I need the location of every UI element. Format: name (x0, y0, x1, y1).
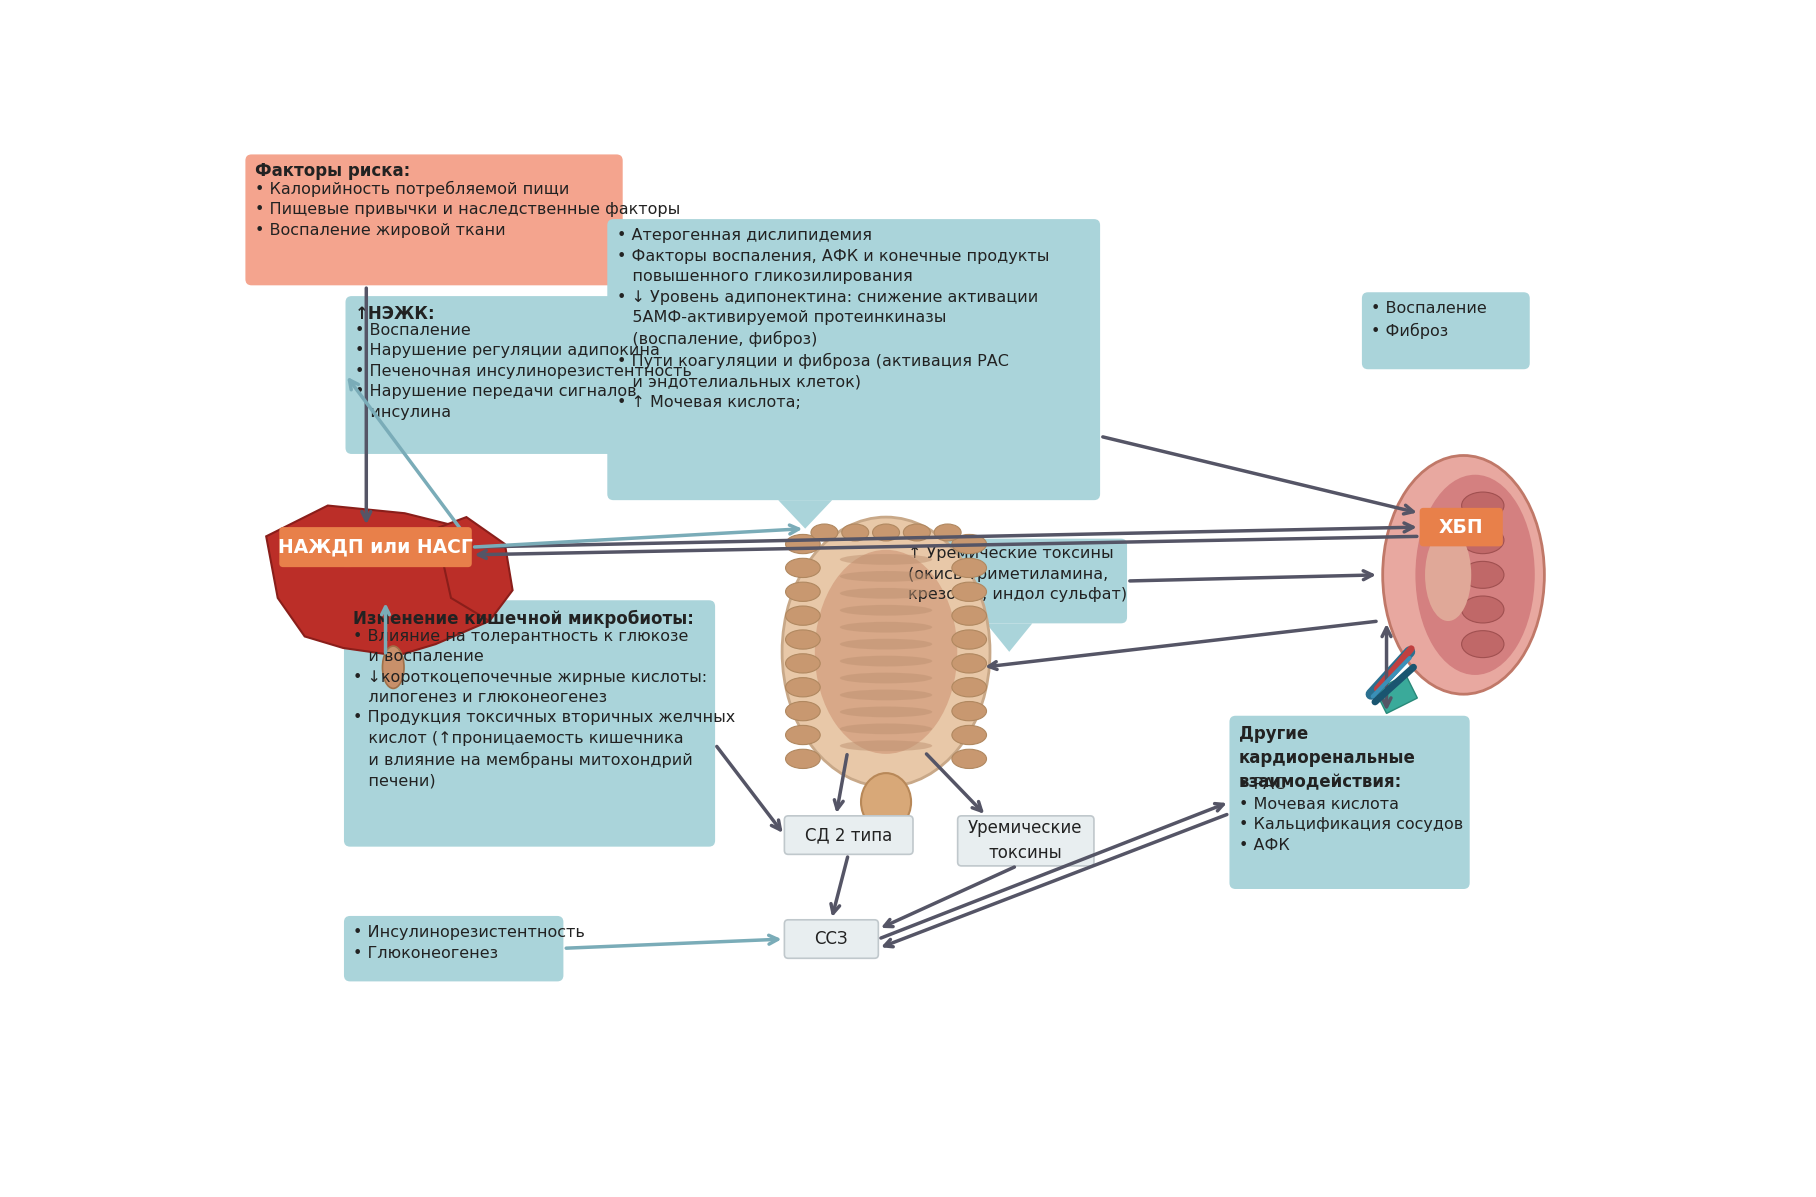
Ellipse shape (839, 554, 932, 565)
Ellipse shape (1462, 561, 1504, 588)
Text: Факторы риска:: Факторы риска: (254, 162, 410, 180)
Ellipse shape (952, 701, 986, 721)
Ellipse shape (1382, 456, 1544, 694)
Ellipse shape (839, 639, 932, 650)
Polygon shape (267, 505, 498, 656)
Ellipse shape (1462, 492, 1504, 519)
Ellipse shape (786, 582, 821, 601)
Text: ХБП: ХБП (1438, 517, 1484, 536)
Text: • Воспаление
• Нарушение регуляции адипокина
• Печеночная инсулинорезистентность: • Воспаление • Нарушение регуляции адипо… (354, 323, 692, 420)
Ellipse shape (839, 656, 932, 667)
FancyBboxPatch shape (280, 527, 472, 567)
FancyBboxPatch shape (343, 600, 716, 846)
FancyBboxPatch shape (957, 816, 1093, 865)
Ellipse shape (786, 725, 821, 745)
FancyBboxPatch shape (607, 219, 1100, 500)
Ellipse shape (1462, 596, 1504, 622)
Ellipse shape (839, 723, 932, 734)
Ellipse shape (1426, 529, 1471, 621)
Text: Уремические
токсины: Уремические токсины (968, 819, 1082, 862)
Text: СД 2 типа: СД 2 типа (804, 826, 892, 844)
Ellipse shape (786, 701, 821, 721)
Polygon shape (1375, 675, 1416, 713)
Ellipse shape (786, 654, 821, 673)
FancyBboxPatch shape (785, 816, 913, 855)
Ellipse shape (839, 741, 932, 752)
Polygon shape (436, 517, 512, 621)
Ellipse shape (1415, 475, 1535, 675)
Ellipse shape (839, 621, 932, 632)
Text: • Калорийность потребляемой пищи
• Пищевые привычки и наследственные факторы
• В: • Калорийность потребляемой пищи • Пищев… (254, 181, 679, 237)
FancyBboxPatch shape (785, 919, 879, 959)
Ellipse shape (786, 558, 821, 577)
Text: ↑НЭЖК:: ↑НЭЖК: (354, 305, 436, 323)
Text: • РАС
• Мочевая кислота
• Кальцификация сосудов
• АФК: • РАС • Мочевая кислота • Кальцификация … (1239, 777, 1464, 852)
FancyBboxPatch shape (343, 916, 563, 982)
Ellipse shape (933, 524, 961, 541)
Text: • Атерогенная дислипидемия
• Факторы воспаления, АФК и конечные продукты
   повы: • Атерогенная дислипидемия • Факторы вос… (617, 229, 1050, 409)
Ellipse shape (1462, 527, 1504, 554)
Ellipse shape (839, 571, 932, 582)
Text: ↑ Уремические токсины
(окись триметиламина,
крезол п, индол сульфат): ↑ Уремические токсины (окись триметилами… (908, 546, 1126, 602)
Text: ССЗ: ССЗ (815, 930, 848, 948)
Text: • Влияние на толерантность к глюкозе
   и воспаление
• ↓короткоцепочечные жирные: • Влияние на толерантность к глюкозе и в… (352, 628, 735, 788)
Ellipse shape (839, 673, 932, 683)
Ellipse shape (952, 558, 986, 577)
Ellipse shape (786, 534, 821, 554)
Ellipse shape (786, 678, 821, 697)
Ellipse shape (383, 646, 403, 688)
Ellipse shape (786, 630, 821, 649)
Ellipse shape (332, 536, 385, 567)
Text: НАЖДП или НАСГ: НАЖДП или НАСГ (278, 537, 472, 557)
Ellipse shape (839, 604, 932, 615)
Ellipse shape (952, 654, 986, 673)
Ellipse shape (839, 689, 932, 700)
Ellipse shape (952, 725, 986, 745)
Ellipse shape (952, 630, 986, 649)
Ellipse shape (952, 582, 986, 601)
Ellipse shape (952, 678, 986, 697)
FancyBboxPatch shape (245, 154, 623, 285)
Polygon shape (986, 624, 1031, 652)
Ellipse shape (839, 588, 932, 598)
Ellipse shape (872, 524, 899, 541)
FancyBboxPatch shape (1229, 716, 1469, 889)
FancyBboxPatch shape (1420, 508, 1504, 546)
Ellipse shape (861, 773, 912, 831)
Text: • Воспаление
• Фиброз: • Воспаление • Фиброз (1371, 302, 1487, 339)
Ellipse shape (1462, 631, 1504, 657)
Ellipse shape (815, 549, 957, 754)
Ellipse shape (812, 524, 837, 541)
FancyBboxPatch shape (345, 296, 637, 454)
FancyBboxPatch shape (901, 539, 1128, 624)
Ellipse shape (786, 749, 821, 768)
Ellipse shape (952, 534, 986, 554)
Ellipse shape (952, 749, 986, 768)
Polygon shape (779, 500, 832, 529)
Ellipse shape (786, 606, 821, 625)
Text: Изменение кишечной микробиоты:: Изменение кишечной микробиоты: (352, 609, 694, 627)
Ellipse shape (839, 706, 932, 717)
Text: • Инсулинорезистентность
• Глюконеогенез: • Инсулинорезистентность • Глюконеогенез (352, 925, 585, 960)
FancyBboxPatch shape (1362, 292, 1529, 369)
Ellipse shape (903, 524, 930, 541)
Text: Другие
кардиоренальные
взаимодействия:: Другие кардиоренальные взаимодействия: (1239, 725, 1416, 791)
Ellipse shape (783, 517, 990, 786)
Ellipse shape (843, 524, 868, 541)
Ellipse shape (952, 606, 986, 625)
